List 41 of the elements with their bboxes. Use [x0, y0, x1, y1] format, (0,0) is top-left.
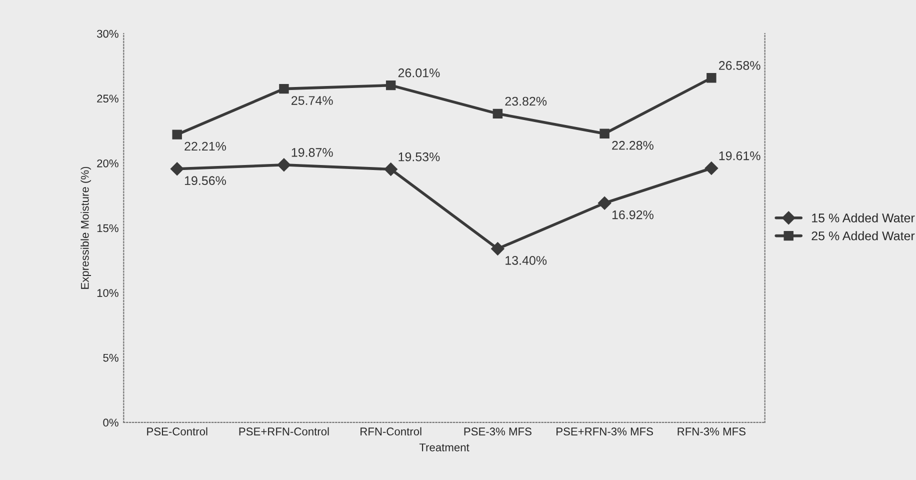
data-label: 26.58%	[719, 61, 760, 70]
data-label: 22.28%	[612, 140, 654, 150]
legend-label: 25 % Added Water	[812, 231, 915, 240]
point	[277, 158, 291, 172]
y-tick-label: 5%	[103, 354, 118, 362]
data-label: 25.74%	[292, 96, 333, 105]
data-label: 23.82%	[505, 96, 547, 106]
y-tick-label: 10%	[97, 289, 118, 297]
data-label: 19.61%	[719, 151, 760, 160]
point	[600, 128, 610, 139]
data-label: 16.92%	[612, 210, 654, 220]
data-label: 26.01%	[398, 68, 440, 78]
data-label: 22.21%	[184, 142, 226, 151]
y-tick-label: 15%	[97, 224, 118, 232]
point	[279, 84, 289, 94]
point	[172, 130, 182, 140]
data-label: 13.40%	[506, 256, 547, 265]
x-tick-label: RFN-3% MFS	[678, 428, 746, 436]
y-axis-title: Expressible Moisture (%)	[80, 166, 92, 289]
point	[706, 73, 716, 83]
data-label: 19.53%	[398, 152, 440, 162]
x-tick-label: RFN-Control	[360, 427, 422, 436]
x-tick-label: PSE-3% MFS	[464, 428, 532, 436]
x-tick-label: PSE+RFN-Control	[239, 427, 329, 436]
point	[492, 108, 503, 119]
y-tick-label: 30%	[96, 30, 118, 38]
x-tick-label: PSE-Control	[147, 427, 208, 436]
y-tick-label: 25%	[97, 94, 118, 103]
point	[170, 162, 184, 176]
x-tick-label: PSE+RFN-3% MFS	[556, 428, 653, 436]
y-tick-label: 20%	[97, 159, 118, 168]
data-label: 19.56%	[184, 176, 226, 186]
point	[386, 80, 396, 90]
point	[384, 162, 398, 176]
data-label: 19.87%	[292, 148, 333, 157]
point	[704, 162, 718, 175]
y-tick-label: 0%	[103, 418, 118, 427]
x-axis-title: Treatment	[419, 444, 470, 452]
point	[598, 196, 612, 210]
point	[491, 242, 504, 256]
legend-label: 15 % Added Water	[812, 213, 915, 222]
